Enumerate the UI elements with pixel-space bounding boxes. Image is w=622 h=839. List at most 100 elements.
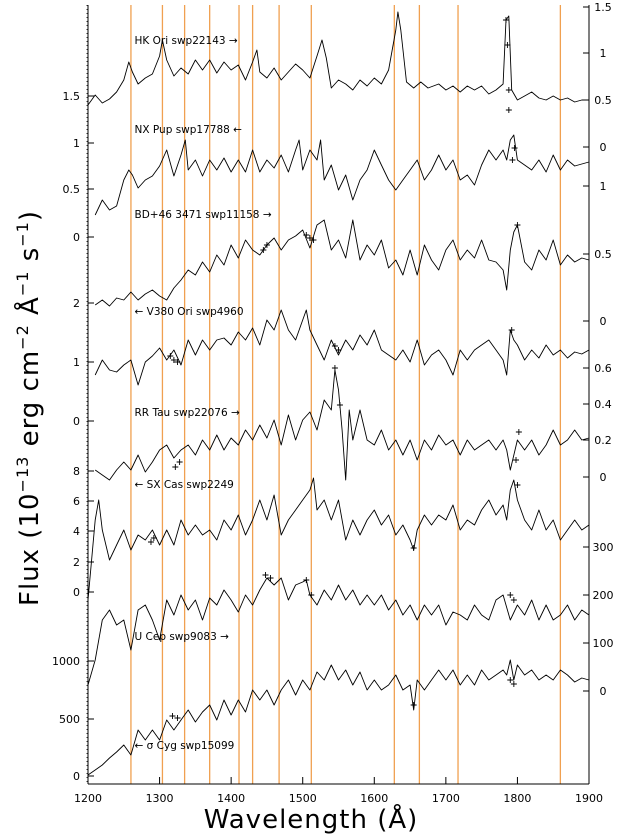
right-tick-label-14: 0 bbox=[600, 685, 607, 698]
left-tick-label-1: 1 bbox=[73, 137, 80, 150]
series-marker-2-4 bbox=[310, 237, 317, 243]
series-marker-4-2 bbox=[331, 365, 338, 371]
right-tick-label-0: 1.5 bbox=[594, 1, 612, 14]
series-marker-7-3 bbox=[507, 677, 514, 683]
series-marker-6-2 bbox=[303, 577, 310, 583]
series-marker-0-3 bbox=[505, 107, 512, 113]
series-line-rr-tau-swp22076 bbox=[94, 369, 590, 481]
star-label-cyg-swp15099: ← σ Cyg swp15099 bbox=[135, 740, 235, 752]
axis-ticks: 1200 1300 1400 1500 1600 1700 1800 19001.510.50… bbox=[52, 1, 614, 805]
right-tick-label-6: 0 bbox=[600, 315, 607, 328]
right-tick-label-12: 200 bbox=[593, 589, 614, 602]
left-tick-label-4: 2 bbox=[73, 297, 80, 310]
series-marker-2-1 bbox=[263, 242, 270, 248]
series-marker-4-3 bbox=[336, 402, 343, 408]
left-tick-label-5: 1 bbox=[73, 356, 80, 369]
x-tick-label-1600: 1600 bbox=[360, 792, 388, 805]
x-tick-label-1500: 1500 bbox=[289, 792, 317, 805]
y-title-mid: erg cm bbox=[15, 350, 45, 456]
series-marker-6-0 bbox=[262, 572, 269, 578]
right-tick-label-1: 1 bbox=[600, 47, 607, 60]
series-marker-0-1 bbox=[504, 42, 511, 48]
right-tick-label-2: 0.5 bbox=[594, 94, 612, 107]
right-tick-label-5: 0.5 bbox=[594, 248, 612, 261]
y-title-exp3: −1 bbox=[13, 271, 32, 297]
reference-lines bbox=[130, 5, 562, 784]
y-title-mid3: s bbox=[15, 247, 45, 271]
star-label-v380-ori-swp4960: ← V380 Ori swp4960 bbox=[135, 306, 244, 318]
series-line-cyg-swp15099 bbox=[87, 659, 590, 776]
star-label-rr-tau-swp22076: RR Tau swp22076 → bbox=[135, 407, 240, 419]
y-title-exp2: −2 bbox=[13, 324, 32, 350]
series-marker-4-0 bbox=[172, 464, 179, 470]
y-title-main: Flux (10 bbox=[15, 492, 45, 606]
series-line-bd-46-3471-swp11158 bbox=[94, 219, 590, 307]
series-marker-5-3 bbox=[514, 482, 521, 488]
series-marker-3-3 bbox=[331, 343, 338, 349]
star-label-sx-cas-swp2249: ← SX Cas swp2249 bbox=[135, 479, 234, 491]
series-line-hk-ori-swp22143 bbox=[87, 11, 589, 106]
right-tick-label-7: 0.6 bbox=[594, 362, 612, 375]
plot-frame bbox=[86, 5, 590, 785]
series-marker-2-3 bbox=[306, 235, 313, 241]
x-tick-label-1900: 1900 bbox=[575, 792, 603, 805]
y-title-exp4: −1 bbox=[13, 221, 32, 247]
series-marker-1-0 bbox=[509, 157, 516, 163]
left-tick-label-11: 0 bbox=[73, 586, 80, 599]
x-axis-title: Wavelength (Å) bbox=[204, 803, 419, 835]
right-tick-label-11: 300 bbox=[593, 541, 614, 554]
x-tick-label-1700: 1700 bbox=[432, 792, 460, 805]
y-title-mid2: Å bbox=[13, 296, 45, 324]
left-tick-label-8: 6 bbox=[73, 495, 80, 508]
series-marker-5-1 bbox=[150, 535, 157, 541]
right-tick-label-3: 0 bbox=[600, 141, 607, 154]
star-labels: HK Ori swp22143 → NX Pup swp17788 ← BD+46 … bbox=[135, 35, 272, 752]
star-label-hk-ori-swp22143: HK Ori swp22143 → bbox=[135, 35, 238, 47]
left-tick-label-3: 0 bbox=[73, 231, 80, 244]
series-line-v380-ori-swp4960 bbox=[94, 309, 590, 386]
series-marker-6-5 bbox=[510, 597, 517, 603]
series-marker-3-5 bbox=[508, 327, 515, 333]
series-marker-7-4 bbox=[510, 681, 517, 687]
right-tick-label-9: 0.2 bbox=[594, 434, 612, 447]
series-marker-7-1 bbox=[174, 715, 181, 721]
left-tick-label-0: 1.5 bbox=[63, 90, 81, 103]
series-marker-4-4 bbox=[512, 457, 519, 463]
right-tick-label-10: 0 bbox=[600, 471, 607, 484]
series-marker-3-0 bbox=[167, 353, 174, 359]
x-tick-label-1300: 1300 bbox=[146, 792, 174, 805]
x-tick-label-1200: 1200 bbox=[74, 792, 102, 805]
series-marker-2-2 bbox=[303, 232, 310, 238]
left-tick-label-2: 0.5 bbox=[63, 183, 81, 196]
series-marker-7-0 bbox=[169, 713, 176, 719]
series-line-nx-pup-swp17788 bbox=[94, 134, 590, 216]
series-marker-4-5 bbox=[515, 429, 522, 435]
series-line-sx-cas-swp2249 bbox=[87, 477, 590, 601]
series-marker-7-2 bbox=[410, 702, 417, 708]
series-marker-2-0 bbox=[260, 247, 267, 253]
series-marker-6-1 bbox=[267, 575, 274, 581]
left-tick-label-7: 8 bbox=[73, 465, 80, 478]
left-tick-label-12: 1000 bbox=[52, 655, 80, 668]
series-marker-5-0 bbox=[147, 539, 154, 545]
series-marker-3-1 bbox=[170, 357, 177, 363]
left-tick-label-6: 0 bbox=[73, 415, 80, 428]
series-marker-2-5 bbox=[514, 222, 521, 228]
series-marker-3-4 bbox=[335, 347, 342, 353]
left-tick-label-14: 0 bbox=[73, 770, 80, 783]
star-label-nx-pup-swp17788: NX Pup swp17788 ← bbox=[135, 124, 243, 136]
series-line-u-cep-swp9083 bbox=[87, 577, 590, 686]
y-title-end: ) bbox=[15, 210, 45, 221]
series-marker-1-1 bbox=[511, 145, 518, 151]
star-label-u-cep-swp9083: U Cep swp9083 → bbox=[135, 631, 230, 643]
x-tick-label-1400: 1400 bbox=[217, 792, 245, 805]
series-marker-5-2 bbox=[410, 545, 417, 551]
left-tick-label-10: 2 bbox=[73, 556, 80, 569]
star-label-bd-46-3471-swp11158: BD+46 3471 swp11158 → bbox=[135, 209, 272, 221]
y-title-exp1: −13 bbox=[13, 456, 32, 493]
series-marker-6-3 bbox=[308, 592, 315, 598]
series-marker-4-1 bbox=[176, 459, 183, 465]
left-tick-label-9: 4 bbox=[73, 525, 80, 538]
series-marker-0-0 bbox=[502, 17, 509, 23]
y-axis-title: Flux (10−13 erg cm−2 Å−1 s−1) bbox=[13, 210, 45, 606]
